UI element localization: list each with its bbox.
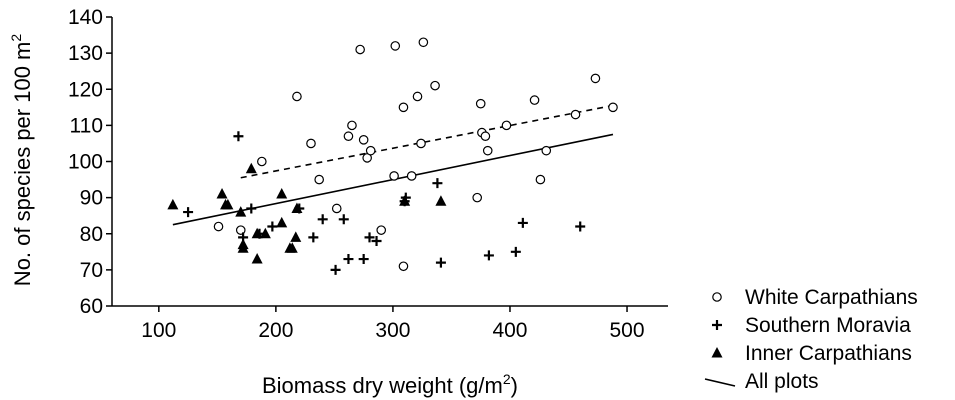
plus-point [308,232,319,243]
circle-point [390,41,401,51]
plus-point [338,214,349,225]
triangle-point [290,231,302,242]
triangle-point [286,242,298,253]
plus-point [371,235,382,246]
plus-point [364,232,375,243]
x-tick-label: 500 [610,319,645,342]
circle-point [482,145,493,156]
x-axis-title: Biomass dry weight (g/m2) [262,371,518,398]
x-tick-label: 100 [141,319,176,342]
y-tick-label: 60 [80,295,103,318]
triangle-point [237,242,249,253]
data-markers [167,37,618,275]
y-tick-label: 70 [80,259,103,282]
y-tick-label: 130 [68,42,103,65]
plus-point [267,221,278,232]
legend-label: All plots [745,370,819,393]
legend: White Carpathians Southern Moravia Inner C… [704,286,918,393]
legend-label: Southern Moravia [745,314,911,337]
triangle-point [276,216,288,228]
plus-point [712,320,722,330]
triangle-point [259,227,271,239]
dashed-fit-line [240,104,614,179]
y-tick-label: 80 [80,223,103,246]
circle-point [314,174,324,185]
x-tick-label: 300 [375,319,410,342]
circle-point [257,156,267,167]
plus-point [435,257,446,268]
circle-point [398,261,409,272]
circle-point [406,171,417,181]
axes [111,17,668,307]
circle-point [535,174,546,185]
circle-point [365,145,376,156]
circle-point [501,120,512,131]
triangle-point [216,188,228,199]
triangle-point [399,195,411,206]
plus-point [246,203,257,214]
legend-label: Inner Carpathians [745,342,912,365]
triangle-point [245,162,257,174]
circle-point [418,37,429,48]
plus-point [233,131,244,142]
circle-point [306,138,316,149]
y-tick-label: 90 [80,187,103,210]
y-tick-label: 140 [68,6,103,29]
y-tick-label: 100 [68,151,103,174]
circle-point [376,225,387,235]
triangle-point [291,202,303,213]
circle-point [412,91,423,102]
circle-point [590,73,601,84]
plus-point [183,207,194,218]
fit-lines [172,104,614,226]
circle-point [712,292,722,302]
circle-point [480,131,491,142]
circle-point [608,102,618,113]
circle-point [529,95,540,105]
plus-point [317,214,328,225]
circle-point [570,109,581,120]
circle-point [347,120,357,131]
plus-point [358,254,369,265]
triangle-point [276,188,288,199]
y-tick-label: 110 [70,114,103,137]
plus-point [510,246,521,257]
circle-point [472,192,483,203]
circle-point [541,145,552,156]
x-tick-label: 200 [258,319,293,342]
circle-point [358,135,369,145]
triangle-point [251,253,263,264]
triangle-point [235,206,247,217]
circle-point [235,225,246,235]
circle-point [398,102,409,113]
y-axis-title: No. of species per 100 m2 [8,34,35,287]
circle-point [331,203,342,214]
circle-point [355,44,365,55]
legend-line-sample [704,378,736,387]
plus-point [517,217,528,228]
circle-point [213,221,224,232]
legend-label: White Carpathians [745,286,918,309]
x-tick-label: 400 [492,319,527,342]
triangle-point [251,227,263,239]
y-tick-label: 120 [68,78,103,101]
plus-point [343,254,354,265]
triangle-point [167,198,179,210]
y-axis-ticks: 60 70 80 90 100 110 120 130 140 [68,6,112,318]
plus-point [330,264,341,275]
plus-point [483,250,494,261]
triangle-point [222,198,234,210]
circle-point [416,138,426,149]
circle-point [292,91,302,102]
plus-point [575,221,586,232]
circle-point [389,171,399,181]
circle-point [430,80,440,91]
circle-point [475,98,486,109]
plus-point [432,178,443,189]
x-axis-ticks: 100 200 300 400 500 [141,306,645,342]
triangle-point [711,347,723,358]
triangle-point [435,195,447,206]
circle-point [343,131,354,142]
